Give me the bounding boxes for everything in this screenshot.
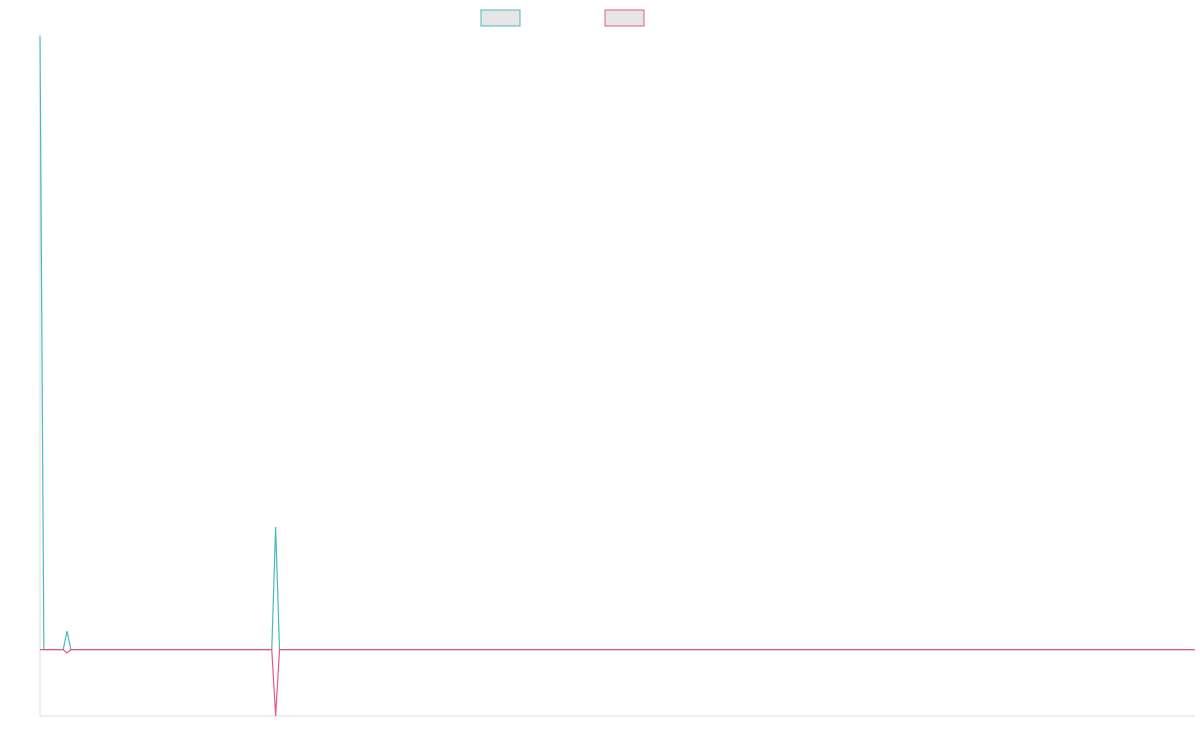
- plot-area: [39, 35, 1195, 717]
- series-line-1: [39, 35, 1195, 651]
- series-line-2: [40, 649, 1195, 717]
- legend-swatch-2[interactable]: [604, 9, 645, 27]
- legend-swatch-1[interactable]: [480, 9, 521, 27]
- legend[interactable]: [480, 9, 645, 27]
- axes: [39, 34, 1195, 717]
